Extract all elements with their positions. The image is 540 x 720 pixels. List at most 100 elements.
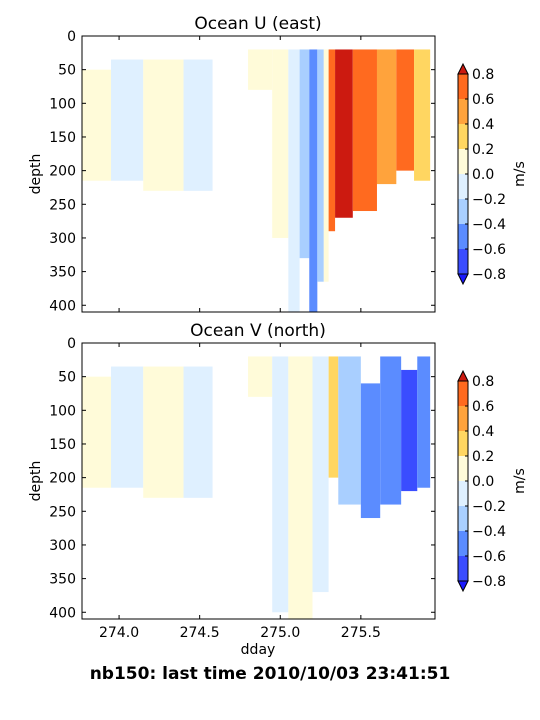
y-tick-label: 400 [49, 605, 76, 621]
heatmap-cell [328, 356, 339, 478]
colorbar-band [458, 381, 468, 406]
caption: nb150: last time 2010/10/03 23:41:51 [89, 664, 451, 684]
heatmap-cell [272, 49, 289, 238]
heatmap-cell [396, 49, 415, 171]
y-axis: 0 50 100 150 200 250 300 350 400 [49, 336, 435, 621]
y-tick-label: 100 [49, 403, 76, 419]
heatmap-cell [111, 366, 144, 488]
colorbar-tick-label: 0.0 [472, 474, 494, 490]
colorbar-under-arrow [457, 580, 469, 593]
colorbar-tick-label: 0.4 [472, 117, 494, 133]
heatmap-cell [248, 49, 273, 90]
colorbar-band [458, 124, 468, 149]
heatmap-cell [248, 356, 273, 397]
colorbar-tick-label: −0.2 [472, 192, 506, 208]
y-tick-label: 400 [49, 298, 76, 314]
colorbar-tick-label: 0.0 [472, 167, 494, 183]
heatmap-cell [143, 366, 184, 498]
heatmap-cell [360, 383, 381, 519]
y-tick-label: 350 [49, 265, 76, 281]
colorbar-tick-label: −0.2 [472, 499, 506, 515]
y-tick-label: 300 [49, 231, 76, 247]
colorbar-tick-label: −0.4 [472, 217, 506, 233]
x-axis: 274.0 274.5 275.0 275.5 [99, 343, 381, 641]
colorbar-tick-label: −0.6 [472, 549, 506, 565]
colorbar-tick-label: 0.8 [472, 67, 494, 83]
x-axis [118, 36, 362, 312]
y-tick-label: 150 [49, 437, 76, 453]
heatmap-cell [82, 376, 112, 488]
y-tick-label: 100 [49, 96, 76, 112]
x-tick-label: 274.0 [99, 625, 139, 641]
colorbar-band [458, 456, 468, 481]
y-tick-label: 0 [67, 29, 76, 45]
colorbar-band [458, 199, 468, 224]
colorbar-band [458, 531, 468, 556]
colorbar: 0.8 0.6 0.4 0.2 0.0 −0.2 −0.4 −0.6 −0.8 m/s [457, 62, 528, 286]
y-tick-label: 350 [49, 572, 76, 588]
y-tick-label: 250 [49, 504, 76, 520]
colorbar-over-arrow [457, 369, 469, 382]
y-tick-label: 150 [49, 130, 76, 146]
heatmap-cell [380, 356, 402, 505]
heatmap-cell [183, 366, 213, 498]
colorbar-tick-label: 0.4 [472, 424, 494, 440]
colorbar-label: m/s [512, 468, 528, 494]
heatmap-cell [183, 59, 213, 191]
heatmap-cell [317, 49, 324, 282]
y-tick-label: 50 [58, 63, 76, 79]
colorbar-tick-label: 0.6 [472, 92, 494, 108]
heatmap-cell [82, 69, 112, 181]
heatmap-cell [414, 49, 431, 181]
colorbar-band [458, 149, 468, 174]
panel-title: Ocean U (east) [194, 14, 321, 34]
y-tick-label: 0 [67, 336, 76, 352]
y-tick-label: 300 [49, 538, 76, 554]
plot-frame [81, 342, 436, 620]
heatmap-cell [312, 356, 329, 593]
x-tick-label: 274.5 [180, 625, 220, 641]
colorbar-band [458, 556, 468, 581]
colorbar-band [458, 224, 468, 249]
heatmap-cells [82, 49, 431, 312]
colorbar-band [458, 174, 468, 199]
colorbar-band [458, 249, 468, 274]
heatmap-cell [288, 49, 300, 312]
panel-ocean-v: Ocean V (north) depth 0 50 100 150 200 250 300… [28, 321, 528, 658]
x-axis-label: dday [241, 642, 276, 658]
y-tick-label: 50 [58, 370, 76, 386]
heatmap-cell [143, 59, 184, 191]
heatmap-cell [401, 369, 418, 492]
colorbar: 0.8 0.6 0.4 0.2 0.0 −0.2 −0.4 −0.6 −0.8 m/s [457, 369, 528, 593]
colorbar-band [458, 431, 468, 456]
heatmap-cell [335, 49, 353, 218]
y-tick-label: 200 [49, 164, 76, 180]
colorbar-tick-label: 0.2 [472, 142, 494, 158]
x-tick-label: 275.5 [341, 625, 381, 641]
y-axis-label: depth [28, 461, 44, 502]
heatmap-cell [299, 49, 310, 259]
x-tick-label: 275.0 [260, 625, 300, 641]
y-axis-label: depth [28, 154, 44, 195]
colorbar-over-arrow [457, 62, 469, 75]
heatmap-cell [328, 49, 336, 232]
y-tick-label: 200 [49, 471, 76, 487]
colorbar-under-arrow [457, 273, 469, 286]
panel-title: Ocean V (north) [190, 321, 326, 341]
colorbar-tick-label: −0.8 [472, 574, 506, 590]
heatmap-cell [352, 49, 377, 212]
heatmap-cells [82, 356, 431, 619]
colorbar-band [458, 406, 468, 431]
colorbar-tick-label: −0.8 [472, 267, 506, 283]
colorbar-band [458, 99, 468, 124]
colorbar-tick-label: −0.4 [472, 524, 506, 540]
colorbar-label: m/s [512, 161, 528, 187]
heatmap-cell [309, 49, 318, 312]
colorbar-band [458, 506, 468, 531]
panel-ocean-u: Ocean U (east) depth 0 50 100 150 200 250 300 3… [28, 14, 528, 314]
heatmap-cell [338, 356, 361, 505]
heatmap-cell [288, 356, 313, 619]
colorbar-tick-label: 0.6 [472, 399, 494, 415]
heatmap-cell [376, 49, 397, 185]
